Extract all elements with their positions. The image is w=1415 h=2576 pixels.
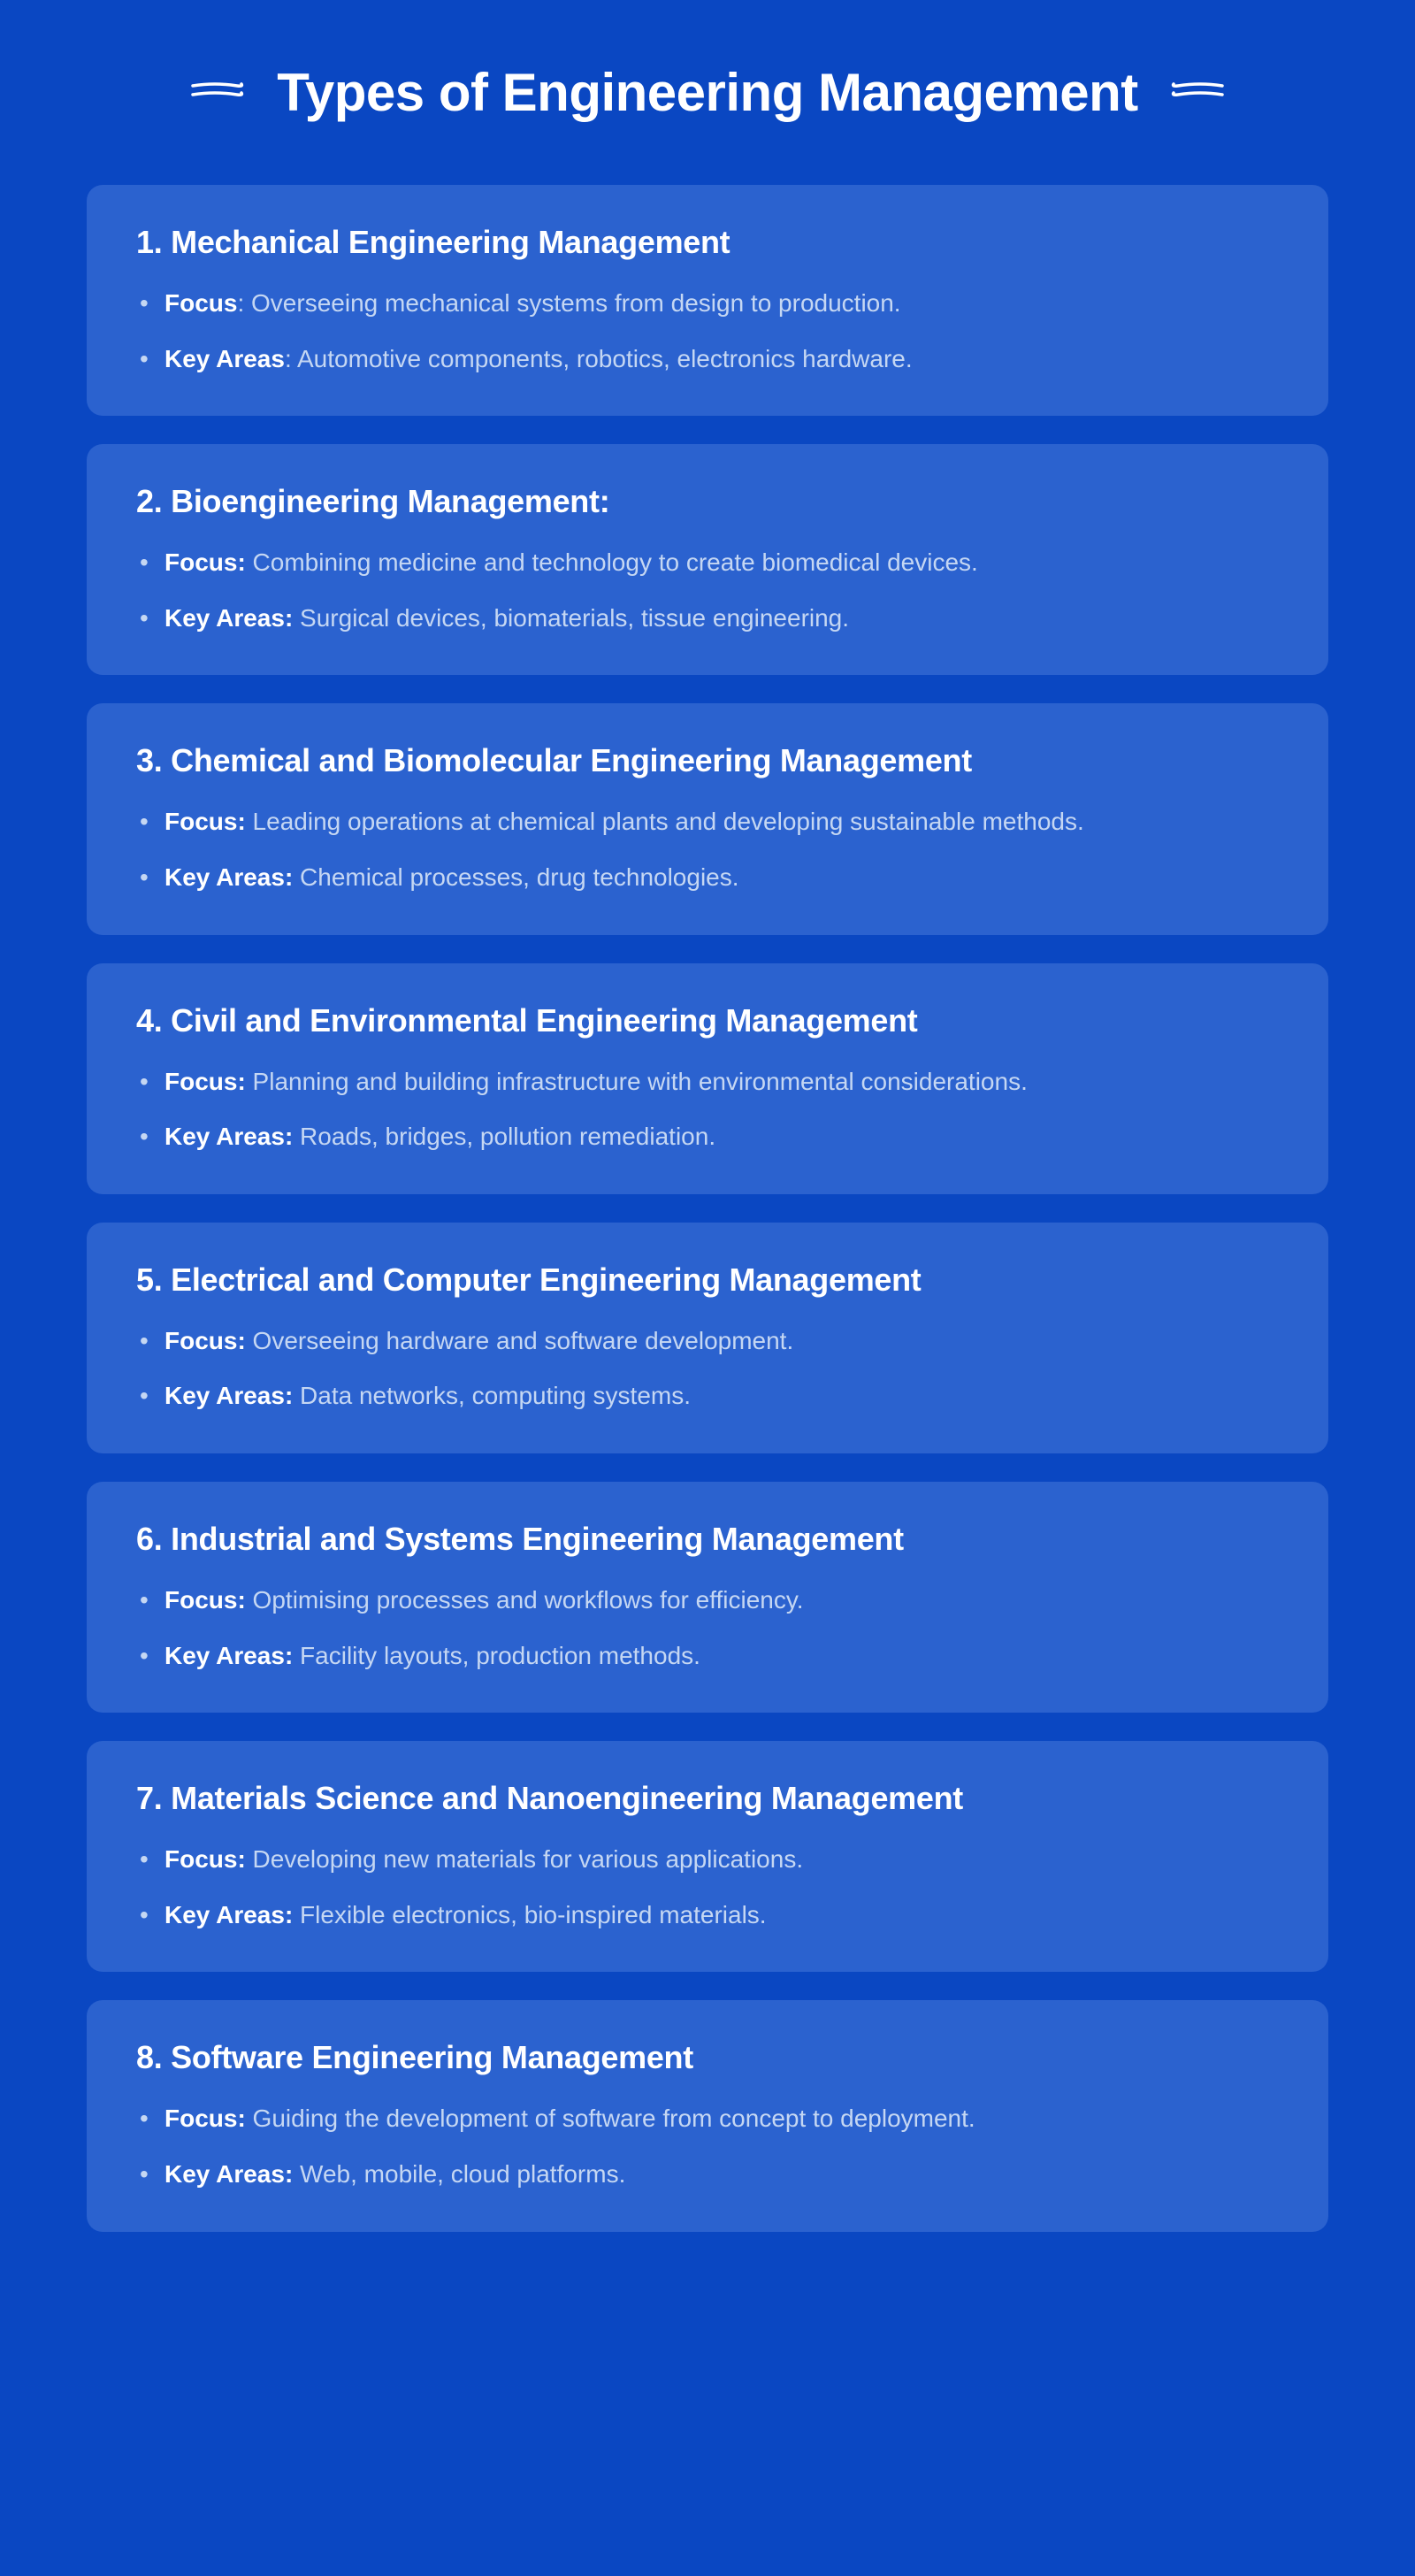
focus-text: Developing new materials for various app…: [246, 1845, 803, 1873]
bullet-list: Focus: Guiding the development of softwa…: [136, 2101, 1279, 2192]
focus-label: Focus:: [164, 1327, 246, 1354]
key-areas-label: Key Areas:: [164, 1901, 293, 1928]
card-title: 1. Mechanical Engineering Management: [136, 224, 1279, 261]
card-title: 7. Materials Science and Nanoengineering…: [136, 1780, 1279, 1817]
key-areas-label: Key Areas:: [164, 604, 293, 632]
key-areas-text: Chemical processes, drug technologies.: [293, 863, 738, 891]
key-areas-item: Key Areas: Data networks, computing syst…: [136, 1378, 1279, 1414]
key-areas-text: Facility layouts, production methods.: [293, 1642, 700, 1669]
focus-item: Focus: Overseeing hardware and software …: [136, 1323, 1279, 1360]
bullet-list: Focus: Leading operations at chemical pl…: [136, 804, 1279, 895]
card: 2. Bioengineering Management: Focus: Comb…: [87, 444, 1328, 675]
card-title: 3. Chemical and Biomolecular Engineering…: [136, 742, 1279, 779]
focus-label: Focus:: [164, 1068, 246, 1095]
key-areas-text: Surgical devices, biomaterials, tissue e…: [293, 604, 849, 632]
bullet-list: Focus: Optimising processes and workflow…: [136, 1583, 1279, 1674]
focus-text: : Overseeing mechanical systems from des…: [237, 289, 900, 317]
card-title: 8. Software Engineering Management: [136, 2039, 1279, 2076]
key-areas-text: Flexible electronics, bio-inspired mater…: [293, 1901, 766, 1928]
focus-text: Optimising processes and workflows for e…: [246, 1586, 804, 1614]
focus-item: Focus: Combining medicine and technology…: [136, 545, 1279, 581]
key-areas-label: Key Areas:: [164, 1382, 293, 1409]
bullet-list: Focus: Combining medicine and technology…: [136, 545, 1279, 636]
focus-item: Focus: Leading operations at chemical pl…: [136, 804, 1279, 840]
focus-text: Guiding the development of software from…: [246, 2104, 975, 2132]
flourish-left-icon: [188, 77, 250, 108]
focus-item: Focus: Optimising processes and workflow…: [136, 1583, 1279, 1619]
focus-item: Focus: Overseeing mechanical systems fro…: [136, 286, 1279, 322]
card: 3. Chemical and Biomolecular Engineering…: [87, 703, 1328, 934]
focus-item: Focus: Guiding the development of softwa…: [136, 2101, 1279, 2137]
key-areas-label: Key Areas: [164, 345, 285, 372]
focus-label: Focus:: [164, 808, 246, 835]
focus-label: Focus: [164, 289, 237, 317]
card-title: 5. Electrical and Computer Engineering M…: [136, 1261, 1279, 1299]
key-areas-item: Key Areas: Facility layouts, production …: [136, 1638, 1279, 1675]
card: 5. Electrical and Computer Engineering M…: [87, 1223, 1328, 1453]
focus-label: Focus:: [164, 1845, 246, 1873]
focus-label: Focus:: [164, 1586, 246, 1614]
key-areas-text: Web, mobile, cloud platforms.: [293, 2160, 625, 2188]
bullet-list: Focus: Planning and building infrastruct…: [136, 1064, 1279, 1155]
card: 4. Civil and Environmental Engineering M…: [87, 963, 1328, 1194]
key-areas-item: Key Areas: Flexible electronics, bio-ins…: [136, 1898, 1279, 1934]
key-areas-text: Roads, bridges, pollution remediation.: [293, 1123, 715, 1150]
key-areas-text: Data networks, computing systems.: [293, 1382, 691, 1409]
bullet-list: Focus: Overseeing hardware and software …: [136, 1323, 1279, 1414]
key-areas-item: Key Areas: Automotive components, roboti…: [136, 341, 1279, 378]
card: 8. Software Engineering Management Focus:…: [87, 2000, 1328, 2231]
cards-container: 1. Mechanical Engineering Management Focu…: [80, 185, 1335, 2232]
card: 6. Industrial and Systems Engineering Ma…: [87, 1482, 1328, 1713]
bullet-list: Focus: Overseeing mechanical systems fro…: [136, 286, 1279, 377]
card: 7. Materials Science and Nanoengineering…: [87, 1741, 1328, 1972]
key-areas-label: Key Areas:: [164, 1642, 293, 1669]
bullet-list: Focus: Developing new materials for vari…: [136, 1842, 1279, 1933]
page-title: Types of Engineering Management: [277, 62, 1138, 123]
key-areas-label: Key Areas:: [164, 2160, 293, 2188]
focus-text: Combining medicine and technology to cre…: [246, 548, 978, 576]
key-areas-item: Key Areas: Chemical processes, drug tech…: [136, 860, 1279, 896]
focus-item: Focus: Planning and building infrastruct…: [136, 1064, 1279, 1100]
card-title: 2. Bioengineering Management:: [136, 483, 1279, 520]
focus-text: Overseeing hardware and software develop…: [246, 1327, 793, 1354]
focus-item: Focus: Developing new materials for vari…: [136, 1842, 1279, 1878]
key-areas-item: Key Areas: Roads, bridges, pollution rem…: [136, 1119, 1279, 1155]
focus-text: Leading operations at chemical plants an…: [246, 808, 1084, 835]
key-areas-item: Key Areas: Surgical devices, biomaterial…: [136, 601, 1279, 637]
focus-text: Planning and building infrastructure wit…: [246, 1068, 1028, 1095]
key-areas-item: Key Areas: Web, mobile, cloud platforms.: [136, 2157, 1279, 2193]
focus-label: Focus:: [164, 2104, 246, 2132]
card-title: 4. Civil and Environmental Engineering M…: [136, 1002, 1279, 1039]
title-row: Types of Engineering Management: [80, 62, 1335, 123]
focus-label: Focus:: [164, 548, 246, 576]
key-areas-label: Key Areas:: [164, 1123, 293, 1150]
card-title: 6. Industrial and Systems Engineering Ma…: [136, 1521, 1279, 1558]
key-areas-text: : Automotive components, robotics, elect…: [285, 345, 913, 372]
key-areas-label: Key Areas:: [164, 863, 293, 891]
flourish-right-icon: [1165, 77, 1227, 108]
card: 1. Mechanical Engineering Management Focu…: [87, 185, 1328, 416]
